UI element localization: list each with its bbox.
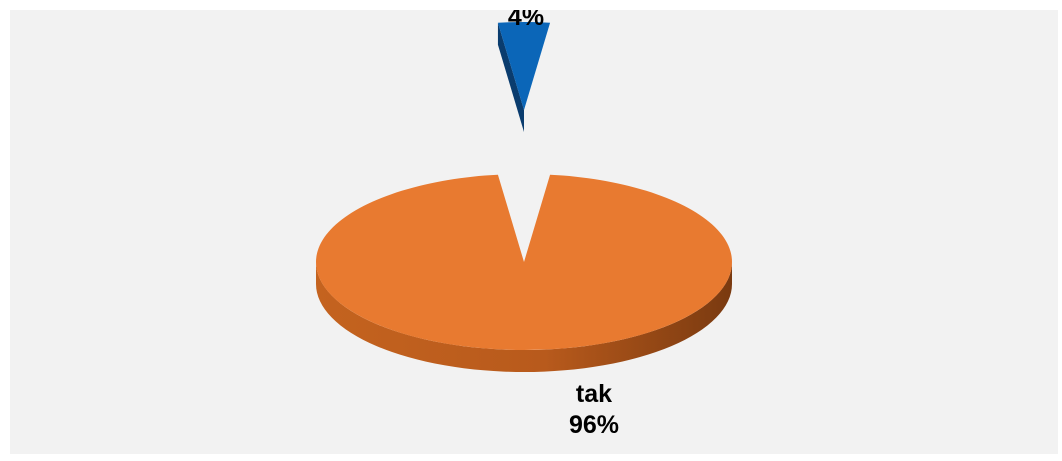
pie-slice-nie-side [497,22,524,132]
pie-slice-tak [316,174,733,351]
pie-slice-nie [497,22,551,110]
pie-slice-tak-side [316,262,732,372]
slice-label-value-tak: 96% [569,411,619,439]
slice-label-value-nie: 4% [508,10,544,31]
slice-label-category-tak: tak [576,380,612,408]
